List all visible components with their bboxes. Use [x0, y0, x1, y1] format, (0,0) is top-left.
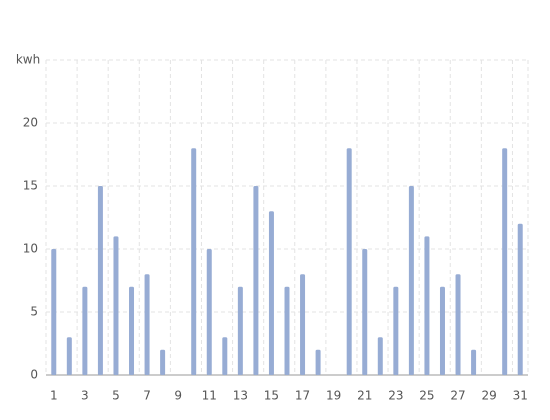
bar — [362, 249, 368, 375]
bar — [129, 286, 135, 375]
x-tick-label: 9 — [174, 389, 182, 403]
bar — [393, 286, 399, 375]
x-tick-label: 31 — [513, 389, 528, 403]
bar — [346, 148, 352, 375]
bar — [300, 274, 306, 375]
x-tick-label: 25 — [419, 389, 434, 403]
x-tick-label: 13 — [233, 389, 248, 403]
bar — [377, 337, 383, 375]
y-tick-label: 0 — [30, 368, 38, 382]
x-tick-label: 3 — [81, 389, 89, 403]
bar — [268, 211, 274, 375]
x-tick-label: 1 — [50, 389, 58, 403]
x-tick-label: 5 — [112, 389, 120, 403]
x-tick-label: 11 — [202, 389, 217, 403]
y-tick-label: 20 — [23, 116, 38, 130]
bar — [237, 286, 243, 375]
bar — [253, 186, 259, 375]
y-axis-label: kwh — [16, 53, 40, 67]
x-tick-label: 29 — [481, 389, 496, 403]
x-tick-label: 23 — [388, 389, 403, 403]
y-tick-label: 5 — [30, 305, 38, 319]
bar — [144, 274, 150, 375]
bar — [160, 349, 166, 375]
bar — [284, 286, 290, 375]
bar — [439, 286, 445, 375]
bar — [455, 274, 461, 375]
bar — [408, 186, 414, 375]
bar — [502, 148, 508, 375]
bar — [113, 236, 119, 375]
bar — [517, 223, 523, 375]
x-tick-label: 27 — [450, 389, 465, 403]
bar — [315, 349, 321, 375]
bar — [66, 337, 72, 375]
y-tick-label: 10 — [23, 242, 38, 256]
bar — [51, 249, 57, 375]
x-tick-label: 17 — [295, 389, 310, 403]
bar — [82, 286, 88, 375]
bar — [191, 148, 197, 375]
bar — [97, 186, 103, 375]
bar — [222, 337, 228, 375]
x-tick-label: 21 — [357, 389, 372, 403]
x-tick-label: 15 — [264, 389, 279, 403]
bar — [424, 236, 430, 375]
x-tick-label: 7 — [143, 389, 151, 403]
x-tick-label: 19 — [326, 389, 341, 403]
bar — [206, 249, 212, 375]
bar — [471, 349, 477, 375]
y-tick-label: 15 — [23, 179, 38, 193]
